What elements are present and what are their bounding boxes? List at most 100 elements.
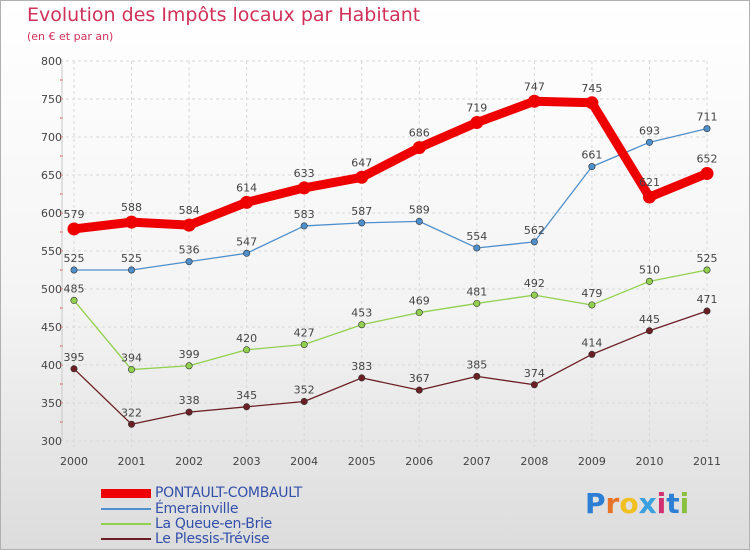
data-label: 747 <box>524 80 545 93</box>
data-point <box>128 266 136 274</box>
data-label: 661 <box>581 149 602 162</box>
data-label: 322 <box>121 406 142 419</box>
data-point <box>412 141 426 155</box>
data-label: 621 <box>639 176 660 189</box>
data-label: 469 <box>409 295 430 308</box>
legend-swatch <box>101 538 151 540</box>
data-label: 536 <box>179 244 200 257</box>
legend-item-la-queue-en-brie: La Queue-en-Brie <box>101 516 272 532</box>
y-tick-label: 400 <box>41 359 62 372</box>
data-point <box>240 195 254 209</box>
legend-label: La Queue-en-Brie <box>155 516 272 532</box>
legend-label: PONTAULT-COMBAULT <box>155 485 303 501</box>
data-label: 562 <box>524 224 545 237</box>
data-point <box>185 362 193 370</box>
data-label: 525 <box>64 252 85 265</box>
y-tick-label: 350 <box>41 397 62 410</box>
logo-letter: P <box>585 487 606 520</box>
data-label: 427 <box>294 326 315 339</box>
data-label: 399 <box>179 348 200 361</box>
data-point <box>358 374 366 382</box>
data-point <box>703 125 711 133</box>
data-point <box>300 397 308 405</box>
data-point <box>415 386 423 394</box>
y-tick-label: 800 <box>41 55 62 68</box>
legend-item-emerainville: Émerainville <box>101 501 238 517</box>
data-point <box>470 116 484 130</box>
data-point <box>415 309 423 317</box>
data-label: 479 <box>581 287 602 300</box>
data-point <box>415 217 423 225</box>
x-tick-label: 2010 <box>635 455 663 468</box>
data-label: 453 <box>351 307 372 320</box>
legend-swatch <box>101 488 151 498</box>
y-tick-label: 500 <box>41 283 62 296</box>
x-tick-label: 2009 <box>578 455 606 468</box>
y-tick-label: 300 <box>41 435 62 448</box>
legend-item-le-plessis-trevise: Le Plessis-Trévise <box>101 531 270 547</box>
x-tick-label: 2003 <box>233 455 261 468</box>
data-label: 338 <box>179 394 200 407</box>
data-point <box>185 408 193 416</box>
data-label: 394 <box>121 352 142 365</box>
data-label: 420 <box>236 332 257 345</box>
y-tick-label: 650 <box>41 169 62 182</box>
data-point <box>527 94 541 108</box>
y-tick-label: 700 <box>41 131 62 144</box>
data-point <box>70 296 78 304</box>
data-point <box>588 163 596 171</box>
x-tick-label: 2002 <box>175 455 203 468</box>
data-point <box>585 96 599 110</box>
data-point <box>703 307 711 315</box>
y-tick-label: 750 <box>41 93 62 106</box>
data-point <box>358 321 366 329</box>
data-label: 525 <box>697 252 718 265</box>
data-point <box>530 238 538 246</box>
y-tick-label: 600 <box>41 207 62 220</box>
data-point <box>67 222 81 236</box>
data-label: 471 <box>697 293 718 306</box>
data-point <box>182 218 196 232</box>
data-label: 614 <box>236 181 257 194</box>
data-point <box>530 381 538 389</box>
series-line <box>73 269 708 371</box>
logo-letter: t <box>666 487 680 520</box>
x-tick-label: 2004 <box>290 455 318 468</box>
data-point <box>128 366 136 374</box>
x-tick-label: 2007 <box>463 455 491 468</box>
data-label: 345 <box>236 389 257 402</box>
data-label: 367 <box>409 372 430 385</box>
data-point <box>185 258 193 266</box>
data-point <box>588 301 596 309</box>
data-label: 395 <box>64 351 85 364</box>
x-tick-label: 2001 <box>118 455 146 468</box>
series-line <box>73 310 708 425</box>
data-label: 652 <box>697 152 718 165</box>
logo-letter: i <box>679 487 690 520</box>
data-point <box>645 277 653 285</box>
data-label: 352 <box>294 383 315 396</box>
data-label: 719 <box>466 102 487 115</box>
y-tick-label: 550 <box>41 245 62 258</box>
data-label: 587 <box>351 205 372 218</box>
legend-item-pontault-combault: PONTAULT-COMBAULT <box>101 485 302 501</box>
data-label: 481 <box>466 285 487 298</box>
legend-label: Le Plessis-Trévise <box>155 531 270 547</box>
data-point <box>700 166 714 180</box>
data-label: 588 <box>121 201 142 214</box>
chart-title: Evolution des Impôts locaux par Habitant <box>27 4 421 26</box>
data-point <box>473 372 481 380</box>
data-point <box>297 181 311 195</box>
series-line <box>73 127 708 271</box>
data-label: 579 <box>64 208 85 221</box>
data-point <box>355 170 369 184</box>
data-label: 686 <box>409 127 430 140</box>
data-point <box>300 340 308 348</box>
data-point <box>300 222 308 230</box>
data-point <box>703 266 711 274</box>
data-point <box>473 299 481 307</box>
chart-subtitle: (en € et par an) <box>27 30 114 43</box>
proxiti-logo: Proxiti <box>585 487 689 520</box>
